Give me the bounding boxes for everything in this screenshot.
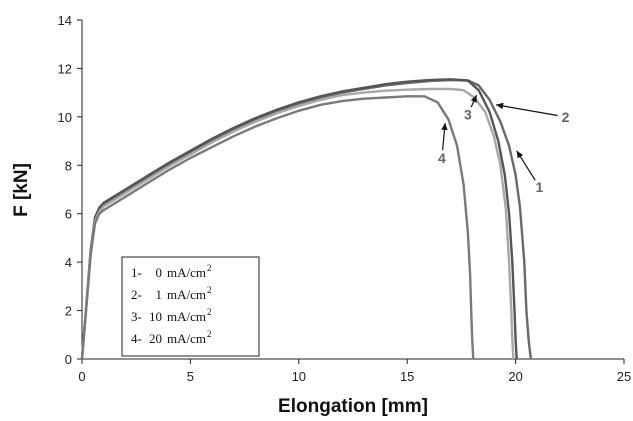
series-3-line (80, 87, 515, 360)
y-tick-label: 14 (58, 13, 72, 28)
legend-entry-number: 4- (131, 331, 142, 346)
legend-entry-superscript: 2 (207, 329, 212, 339)
arrow-2-shaft (495, 104, 558, 117)
y-tick-label: 4 (65, 255, 72, 270)
curve-label-3: 3 (464, 106, 472, 122)
legend-entry-unit: mA/cm (167, 265, 206, 280)
y-tick-label: 0 (65, 352, 72, 367)
x-tick-label: 5 (187, 369, 194, 384)
legend-entry-value: 1 (156, 287, 163, 302)
data-series (80, 78, 532, 360)
arrow-3-head (470, 95, 477, 103)
legend-entry-value: 10 (149, 309, 162, 324)
x-axis-title: Elongation [mm] (278, 396, 428, 417)
x-tick-label: 10 (292, 369, 306, 384)
arrow-2-head (496, 102, 504, 110)
legend-box (121, 256, 260, 357)
legend-entry-number: 1- (131, 265, 142, 280)
legend-entry-number: 3- (131, 309, 142, 324)
y-tick-label: 6 (65, 207, 72, 222)
plot-axes (81, 20, 624, 360)
series-4-line (80, 95, 475, 360)
arrow-1-head (516, 150, 524, 159)
y-tick-label: 12 (58, 61, 72, 76)
curve-label-2: 2 (562, 109, 570, 125)
x-tick-label: 20 (508, 369, 522, 384)
legend-entry-unit: mA/cm (167, 331, 206, 346)
legend-entry-unit: mA/cm (167, 287, 206, 302)
legend-entry-superscript: 2 (207, 285, 212, 295)
y-axis-title: F [kN] (11, 163, 32, 217)
legend-entry-superscript: 2 (207, 307, 212, 317)
x-tick-label: 0 (78, 369, 85, 384)
curve-label-1: 1 (536, 179, 544, 195)
y-tick-label: 2 (65, 304, 72, 319)
legend-entry-number: 2- (131, 287, 142, 302)
curve-annotations: 1 2 3 4 (438, 94, 570, 195)
x-tick-label: 25 (617, 369, 631, 384)
y-tick-label: 10 (58, 110, 72, 125)
legend-entry-value: 20 (149, 331, 162, 346)
series-2-line (80, 78, 518, 360)
legend-entry-superscript: 2 (207, 263, 212, 273)
legend: 1- 0 mA/cm 22- 1 mA/cm 23- 10 mA/cm 24- 20 mA/cm 2 (121, 256, 260, 357)
arrow-4-head (441, 122, 448, 131)
legend-entry-unit: mA/cm (167, 309, 206, 324)
y-tick-label: 8 (65, 158, 72, 173)
curve-label-4: 4 (438, 150, 446, 166)
legend-entry-value: 0 (156, 265, 163, 280)
x-tick-label: 15 (400, 369, 414, 384)
